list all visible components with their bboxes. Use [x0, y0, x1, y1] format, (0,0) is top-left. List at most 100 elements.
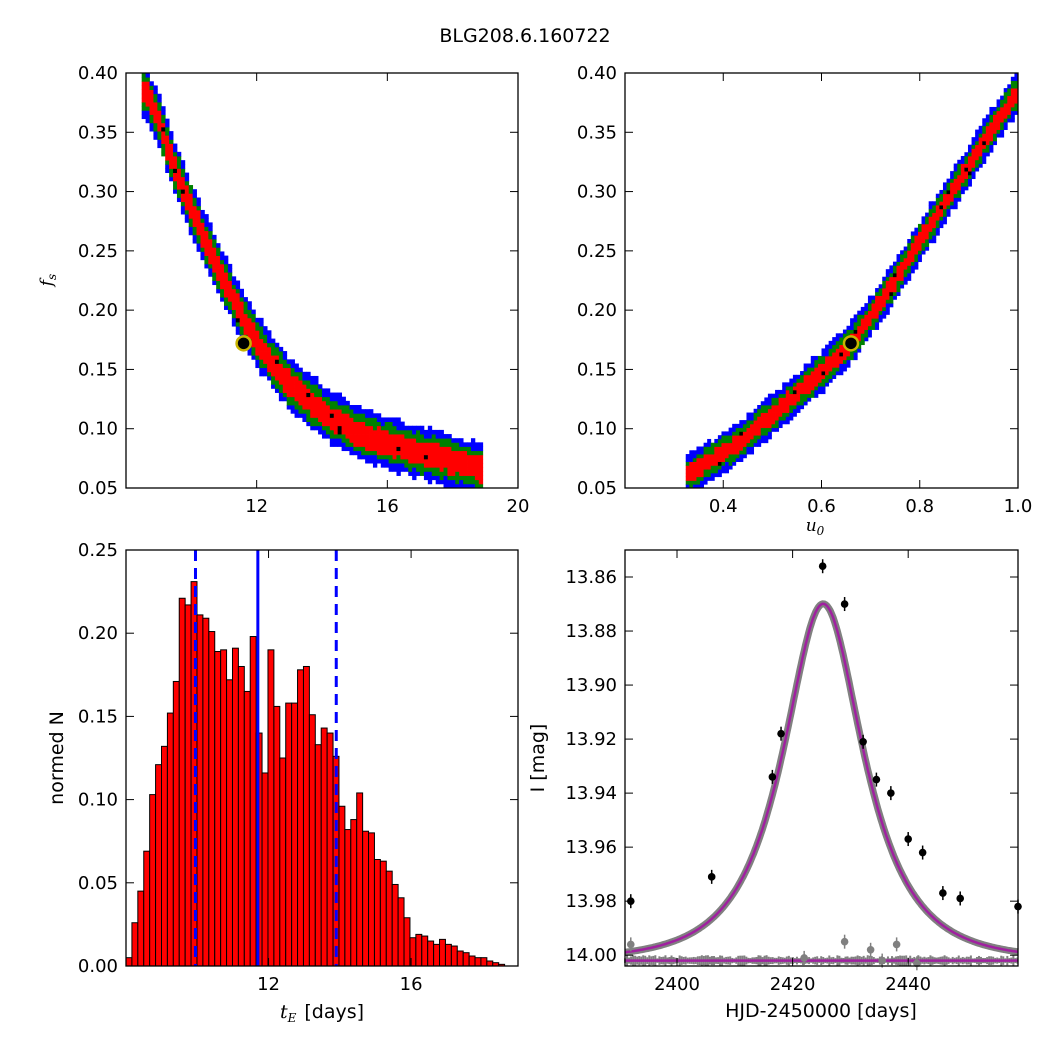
u0fs-cell	[728, 442, 733, 447]
u0fs-cell	[792, 408, 797, 413]
u0fs-cell	[857, 325, 862, 330]
tEfs-cell	[274, 367, 280, 373]
tEfs-cell	[416, 438, 421, 443]
figure-title: BLG208.6.160722	[439, 25, 610, 47]
tEfs-cell	[322, 388, 327, 393]
tEfs-cell	[380, 421, 386, 427]
u0fs-cell	[950, 174, 955, 180]
u0fs-cell	[960, 171, 965, 176]
tEfs-cell	[180, 176, 186, 182]
tEfs-cell	[267, 363, 272, 369]
u0fs-cell	[796, 401, 801, 406]
tEfs-cell	[467, 454, 472, 460]
tEfs-cell	[322, 421, 327, 427]
tEfs-cell	[161, 126, 166, 132]
u0fs-cell	[885, 295, 890, 300]
tEfs-cell	[259, 326, 264, 331]
u0fs-cell	[910, 257, 915, 263]
u0fs-cell	[832, 355, 837, 361]
tEfs-cell	[455, 438, 460, 443]
u0fs-cell	[982, 137, 987, 142]
u0fs-cell	[814, 363, 819, 368]
tEfs-cell	[341, 413, 346, 418]
tEfs-cell	[157, 97, 162, 103]
u0fs-cell	[717, 442, 722, 447]
u0fs-cell	[746, 427, 751, 432]
u0fs-cell	[964, 186, 969, 191]
u0fs-cell	[685, 484, 690, 489]
tEfs-cell	[341, 446, 346, 452]
u0fs-cell	[932, 216, 937, 221]
tEfs-cell	[380, 425, 386, 431]
u0fs-cell	[825, 378, 830, 383]
tEfs-cell	[286, 384, 292, 389]
u0fs-cell	[917, 242, 922, 247]
tEfs-cell	[333, 425, 339, 431]
tEfs-cell	[145, 97, 150, 103]
tEfs-cell	[157, 102, 162, 107]
tEfs-cell	[322, 417, 327, 422]
u0fs-cell	[896, 261, 901, 266]
hist-bar	[308, 714, 316, 967]
u0fs-cell	[1007, 91, 1012, 97]
u0fs-cell	[782, 382, 787, 387]
hist-bar	[279, 757, 287, 967]
u0fs-cell	[800, 389, 805, 395]
tEfs-cell	[306, 371, 311, 377]
tEfs-cell	[153, 106, 158, 111]
u0fs-cell	[1010, 95, 1015, 100]
u0fs-cell	[785, 397, 790, 402]
tEfs-cell	[388, 463, 393, 468]
u0fs-cell	[782, 401, 787, 406]
u0fs-cell	[846, 363, 851, 368]
u0fs-cell	[825, 355, 830, 361]
u0fs-cell	[925, 231, 930, 236]
tEfs-cell	[169, 160, 174, 165]
panel-u0-fs: 0.4 0.6 0.8 1.00.050.100.150.200.250.300.35…	[577, 63, 1032, 517]
u0fs-cell	[792, 412, 797, 417]
u0fs-cell	[735, 457, 740, 462]
u0fs-cell	[1007, 84, 1012, 89]
u0fs-cell	[882, 303, 887, 308]
u0fs-cell	[989, 106, 994, 112]
u0fs-cell	[807, 374, 812, 379]
u0fs-cell	[878, 284, 883, 289]
tEfs-cell	[263, 371, 268, 377]
u0fs-cell	[817, 367, 822, 372]
u0fs-cell	[1003, 99, 1008, 104]
tEfs-cell	[341, 442, 346, 447]
tEfs-cell	[322, 413, 327, 418]
tEfs-cell	[314, 384, 319, 389]
u0fs-cell	[785, 389, 790, 395]
u0fs-cell	[782, 397, 787, 402]
u0fs-cell	[828, 359, 833, 364]
u0fs-cell	[896, 276, 901, 281]
u0fs-cell	[914, 246, 919, 251]
u0fs-cell	[807, 389, 812, 395]
tEfs-cell	[196, 234, 201, 240]
tEfs-cell	[455, 450, 460, 456]
hist-bar	[397, 897, 405, 967]
u0fs-cell	[692, 450, 697, 455]
u0fs-cell	[942, 186, 947, 191]
tEfs-cell	[345, 413, 350, 418]
u0fs-cell	[828, 378, 833, 383]
u0fs-cell	[910, 250, 915, 255]
hist-bar	[184, 604, 192, 967]
u0fs-cell	[703, 476, 708, 481]
tEfs-cell	[200, 239, 205, 244]
tEfs-cell	[227, 301, 233, 306]
u0fs-cell	[957, 174, 962, 180]
hist-bar	[160, 745, 168, 967]
tEfs-cell	[161, 114, 166, 120]
u0fs-cell	[889, 288, 894, 293]
u0fs-cell	[825, 359, 830, 364]
u0fs-cell	[735, 438, 740, 444]
hist-bar	[486, 960, 494, 967]
u0fs-cell	[728, 454, 733, 459]
u0fs-cell	[914, 227, 919, 232]
u0fs-cell	[985, 125, 990, 130]
tEfs-cell	[439, 438, 444, 443]
u0fs-cell	[800, 386, 805, 391]
u0fs-cell	[967, 163, 972, 168]
